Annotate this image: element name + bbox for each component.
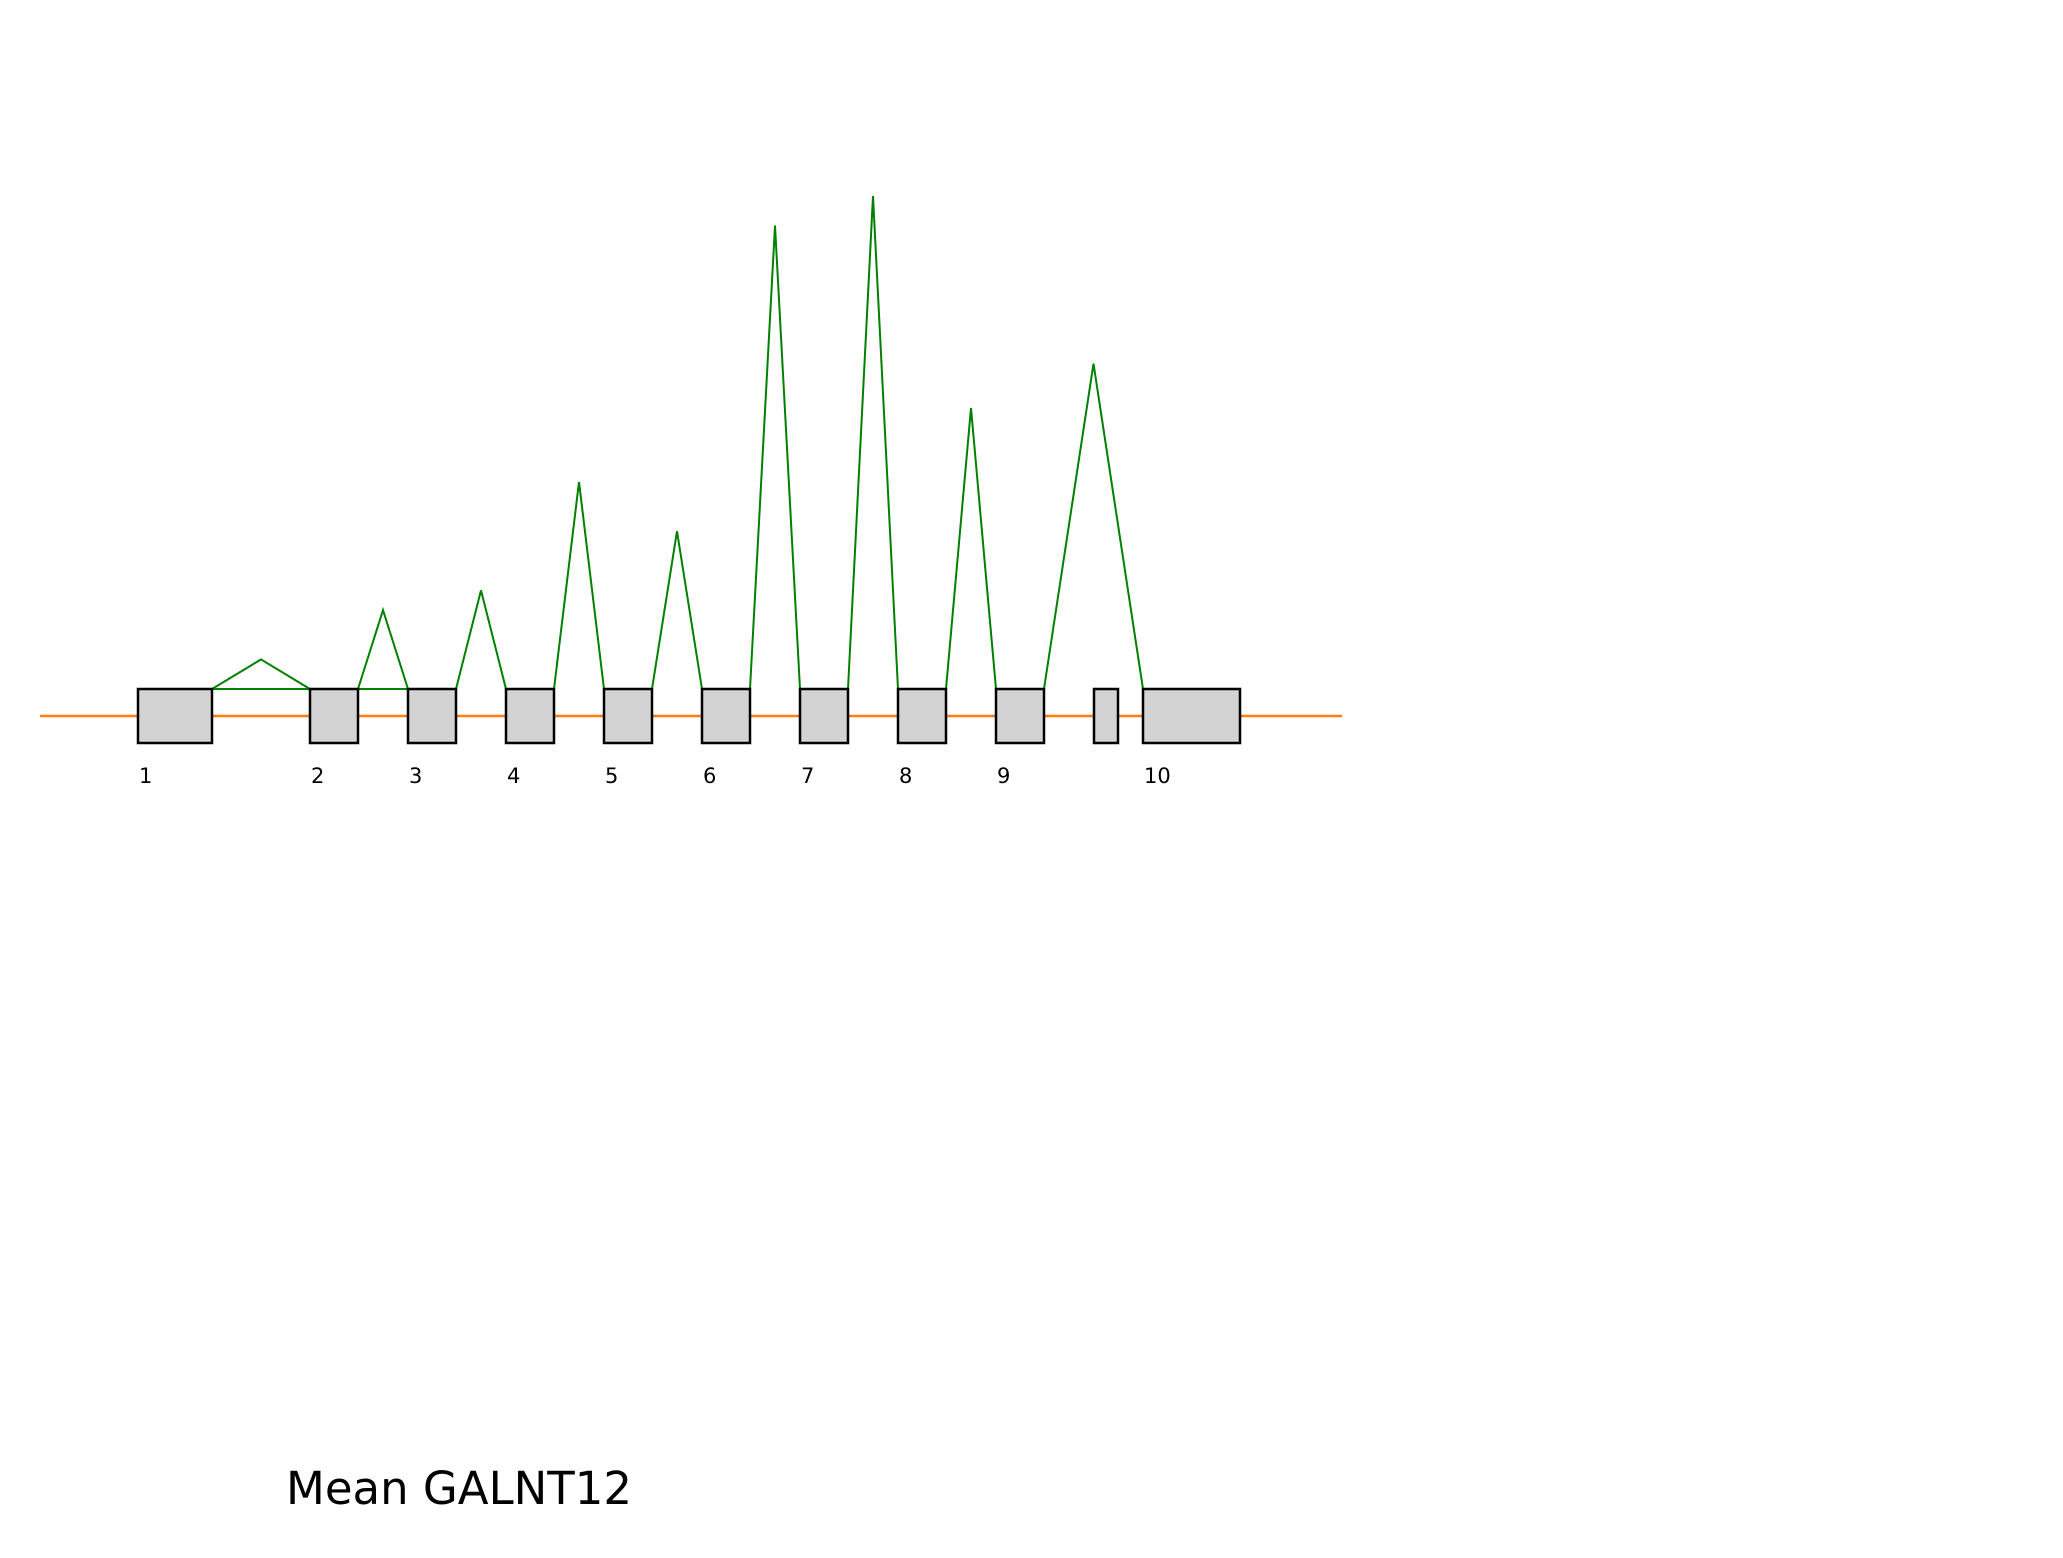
exon-label-5: 5	[605, 764, 618, 788]
junction-arcs	[211, 195, 1144, 690]
exon-boxes	[136, 687, 1242, 745]
exon-label-8: 8	[899, 764, 912, 788]
junction-7-8	[847, 195, 899, 690]
junction-1-2	[211, 658, 311, 690]
exon-box-10	[1092, 687, 1120, 745]
exon-label-9: 9	[997, 764, 1010, 788]
exon-box-9	[994, 687, 1046, 745]
exon-box-2	[308, 687, 360, 745]
junction-8-9	[945, 407, 997, 690]
exon-label-1: 1	[139, 764, 152, 788]
exon-label-3: 3	[409, 764, 422, 788]
exon-box-11	[1141, 687, 1242, 745]
exon-box-1	[136, 687, 214, 745]
junction-6-7	[749, 225, 801, 690]
junction-2-3	[357, 606, 409, 690]
exon-box-8	[896, 687, 948, 745]
exon-box-7	[798, 687, 850, 745]
junction-4-5	[553, 481, 605, 690]
junction-5-6	[651, 531, 703, 690]
exon-labels: 1 2 3 4 5 6 7 8 9 10	[139, 764, 1171, 788]
gene-caption: Mean GALNT12	[286, 1462, 633, 1515]
exon-box-4	[504, 687, 556, 745]
exon-label-4: 4	[507, 764, 520, 788]
exon-label-10: 10	[1144, 764, 1171, 788]
exon-label-7: 7	[801, 764, 814, 788]
exon-label-6: 6	[703, 764, 716, 788]
junction-9-10	[1043, 363, 1144, 690]
exon-label-2: 2	[311, 764, 324, 788]
exon-box-3	[406, 687, 458, 745]
exon-box-5	[602, 687, 654, 745]
junction-3-4	[455, 590, 507, 690]
exon-box-6	[700, 687, 752, 745]
